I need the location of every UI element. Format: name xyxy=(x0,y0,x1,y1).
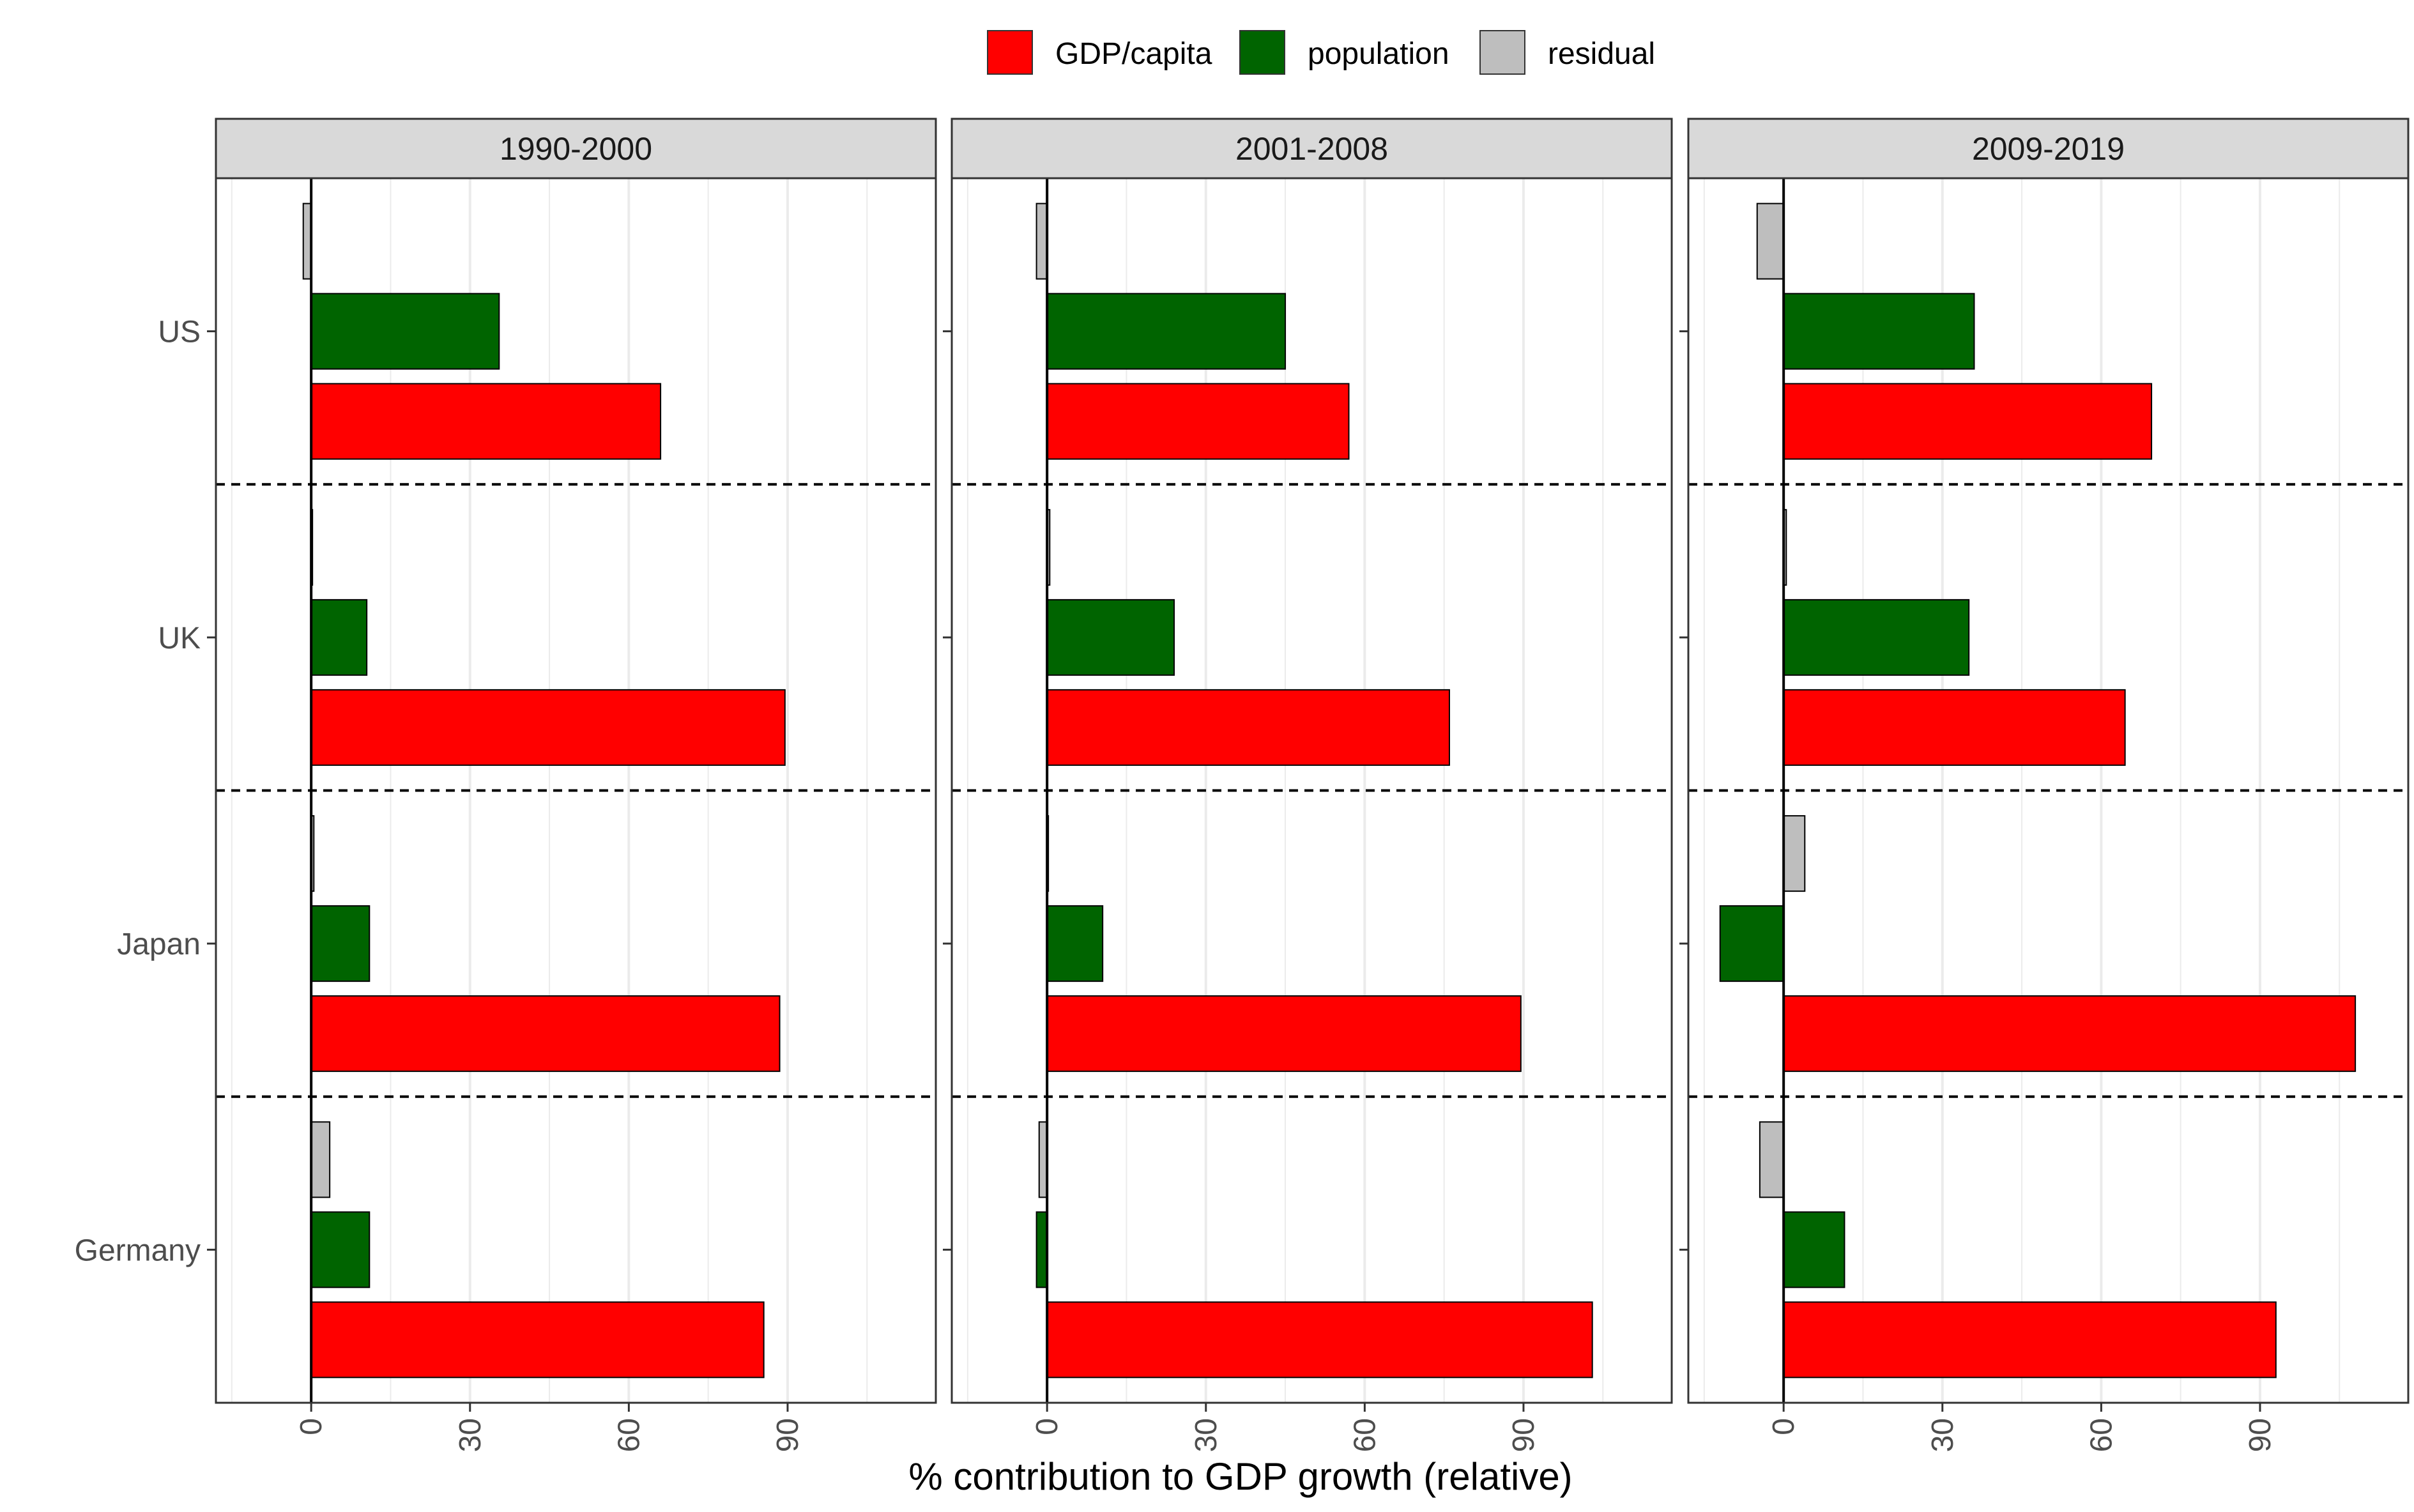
bar-2001-2008-uk-gdp-capita xyxy=(1046,689,1450,766)
bar-2009-2019-us-population xyxy=(1783,293,1975,370)
bar-2001-2008-japan-population xyxy=(1046,905,1104,982)
bar-1990-2000-us-gdp-capita xyxy=(310,383,662,460)
x-tick-label: 30 xyxy=(454,1418,487,1452)
bar-2009-2019-us-residual xyxy=(1756,202,1785,280)
facet-strip xyxy=(1687,118,2410,179)
x-tick-label: 0 xyxy=(1767,1418,1801,1435)
bar-2009-2019-germany-gdp-capita xyxy=(1783,1301,2277,1378)
facet-title-1990-2000: 1990-2000 xyxy=(500,131,652,167)
facet-strip xyxy=(215,118,937,179)
facet-title-2009-2019: 2009-2019 xyxy=(1972,131,2125,167)
bar-1990-2000-japan-population xyxy=(310,905,371,982)
bar-2009-2019-uk-population xyxy=(1783,599,1970,676)
bar-2001-2008-us-residual xyxy=(1035,202,1048,280)
bar-2009-2019-japan-population xyxy=(1719,905,1785,982)
bar-1990-2000-japan-gdp-capita xyxy=(310,995,781,1073)
bar-2009-2019-germany-residual xyxy=(1759,1121,1785,1198)
legend-key-population xyxy=(1239,30,1285,75)
y-tick-label-uk: UK xyxy=(158,622,201,655)
bar-1990-2000-uk-gdp-capita xyxy=(310,689,786,766)
bar-2001-2008-us-population xyxy=(1046,293,1287,370)
bar-2001-2008-uk-population xyxy=(1046,599,1175,676)
bar-2009-2019-uk-gdp-capita xyxy=(1783,689,2126,766)
bar-2001-2008-germany-gdp-capita xyxy=(1046,1301,1593,1378)
bar-1990-2000-germany-gdp-capita xyxy=(310,1301,765,1378)
bar-1990-2000-germany-residual xyxy=(310,1121,331,1198)
bar-2001-2008-germany-population xyxy=(1035,1211,1048,1288)
facet-title-2001-2008: 2001-2008 xyxy=(1235,131,1388,167)
x-tick-label: 60 xyxy=(612,1418,646,1452)
legend-label-gdp-capita: GDP/capita xyxy=(1055,37,1212,71)
bar-1990-2000-germany-population xyxy=(310,1211,371,1288)
x-tick-label: 30 xyxy=(1189,1418,1223,1452)
legend-key-residual xyxy=(1479,30,1525,75)
legend-label-population: population xyxy=(1308,37,1449,71)
x-tick-label: 90 xyxy=(771,1418,805,1452)
bar-2009-2019-japan-residual xyxy=(1783,815,1806,892)
y-tick-label-us: US xyxy=(158,316,201,349)
bar-2001-2008-japan-gdp-capita xyxy=(1046,995,1522,1073)
bar-2001-2008-us-gdp-capita xyxy=(1046,383,1350,460)
legend-label-residual: residual xyxy=(1548,37,1655,71)
bar-2009-2019-japan-gdp-capita xyxy=(1783,995,2357,1073)
x-axis-title: % contribution to GDP growth (relative) xyxy=(908,1455,1572,1498)
x-tick-label: 0 xyxy=(294,1418,328,1435)
bar-2009-2019-us-gdp-capita xyxy=(1783,383,2153,460)
y-tick-label-japan: Japan xyxy=(117,928,201,961)
y-tick-label-germany: Germany xyxy=(75,1233,201,1267)
x-tick-label: 90 xyxy=(2243,1418,2277,1452)
x-tick-label: 30 xyxy=(1926,1418,1960,1452)
x-tick-label: 60 xyxy=(1348,1418,1382,1452)
x-tick-label: 60 xyxy=(2084,1418,2118,1452)
x-tick-label: 90 xyxy=(1507,1418,1541,1452)
bar-1990-2000-us-population xyxy=(310,293,500,370)
x-tick-label: 0 xyxy=(1030,1418,1064,1435)
bar-1990-2000-uk-population xyxy=(310,599,368,676)
facet-strip xyxy=(951,118,1673,179)
bar-2009-2019-germany-population xyxy=(1783,1211,1845,1288)
legend-key-gdp-capita xyxy=(987,30,1033,75)
